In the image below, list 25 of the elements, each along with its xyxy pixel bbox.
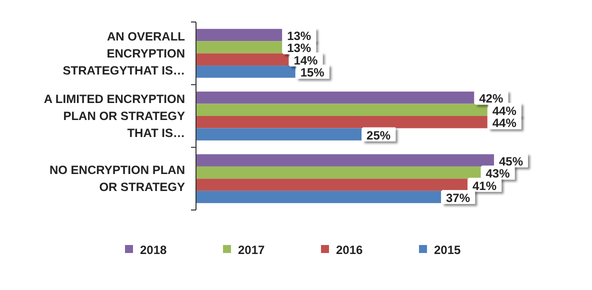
data-label: 41% (472, 178, 497, 193)
legend-label: 2018 (140, 243, 168, 257)
data-label: 15% (300, 66, 325, 80)
data-label: 13% (287, 29, 312, 44)
legend-label: 2017 (238, 243, 266, 257)
data-label: 14% (294, 53, 318, 68)
bar (196, 166, 481, 179)
data-label: 13% (287, 41, 312, 56)
bar (196, 190, 442, 204)
data-label: 45% (498, 154, 524, 168)
data-label: 44% (492, 116, 517, 130)
legend-label: 2015 (434, 243, 462, 257)
y-tick-label: A LIMITED ENCRYPTION PLAN OR STRATEGY THAT IS… (44, 92, 185, 140)
data-label: 25% (366, 128, 391, 142)
data-label: 44% (492, 104, 517, 118)
bar (196, 128, 362, 140)
data-label: 42% (479, 92, 504, 106)
bar (196, 178, 468, 191)
data-label: 37% (446, 190, 470, 205)
bar (196, 92, 474, 104)
legend-label: 2016 (336, 243, 364, 257)
bar (196, 116, 488, 128)
y-tick-label: AN OVERALL ENCRYPTION STRATEGYTHAT IS… (62, 29, 185, 78)
data-label: 43% (486, 166, 510, 181)
y-tick-label: NO ENCRYPTION PLAN OR STRATEGY (49, 163, 185, 194)
